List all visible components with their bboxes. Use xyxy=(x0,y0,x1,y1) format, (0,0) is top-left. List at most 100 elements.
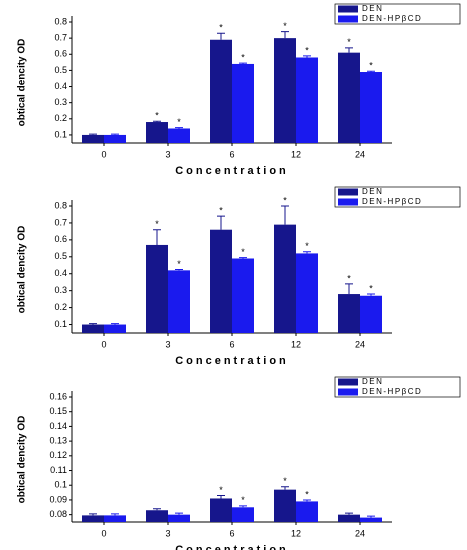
error-bar xyxy=(89,513,97,516)
bar xyxy=(168,128,190,143)
significance-label: * xyxy=(283,476,287,486)
y-tick-label: 0.14 xyxy=(49,421,67,431)
bar xyxy=(338,52,360,143)
y-tick-label: 0.1 xyxy=(54,480,67,490)
y-tick-label: 0.1 xyxy=(54,129,67,139)
error-bar xyxy=(89,323,97,325)
bar xyxy=(296,253,318,333)
error-bar xyxy=(239,257,247,259)
x-tick-label: 24 xyxy=(355,339,365,349)
error-bar xyxy=(239,62,247,64)
y-tick-label: 0.5 xyxy=(54,251,67,261)
bar xyxy=(210,229,232,333)
y-tick-label: 0.2 xyxy=(54,302,67,312)
x-axis-label: Concentration xyxy=(175,165,289,177)
y-axis-label: obtical dencity OD xyxy=(17,39,28,127)
significance-label: * xyxy=(177,117,181,127)
x-tick-label: 3 xyxy=(165,149,170,159)
bar xyxy=(274,489,296,522)
error-bar xyxy=(345,512,353,515)
bar xyxy=(296,501,318,522)
significance-label: * xyxy=(283,195,287,205)
significance-label: * xyxy=(369,61,373,71)
y-tick-label: 0.2 xyxy=(54,113,67,123)
x-tick-label: 24 xyxy=(355,149,365,159)
error-bar xyxy=(175,127,183,129)
y-tick-label: 0.6 xyxy=(54,49,67,59)
bar xyxy=(232,507,254,522)
bar xyxy=(360,517,382,522)
error-bar xyxy=(345,47,353,53)
y-tick-label: 0.6 xyxy=(54,234,67,244)
y-tick-label: 0.5 xyxy=(54,65,67,75)
error-bar xyxy=(217,215,225,230)
y-tick-label: 0.4 xyxy=(54,81,67,91)
bar xyxy=(210,498,232,522)
significance-label: * xyxy=(305,241,309,251)
legend-label: DEN xyxy=(362,377,383,386)
bar xyxy=(146,244,168,333)
bar xyxy=(210,39,232,143)
error-bar xyxy=(217,495,225,499)
error-bar xyxy=(153,508,161,511)
y-tick-label: 0.12 xyxy=(49,450,67,460)
y-tick-label: 0.13 xyxy=(49,435,67,445)
significance-label: * xyxy=(219,485,223,495)
legend-label: DEN-HPβCD xyxy=(362,387,422,396)
error-bar xyxy=(345,283,353,295)
significance-label: * xyxy=(241,247,245,257)
x-axis-label: Concentration xyxy=(175,355,289,367)
bar xyxy=(360,295,382,333)
bar xyxy=(274,224,296,333)
legend-label: DEN-HPβCD xyxy=(362,197,422,206)
error-bar xyxy=(367,70,375,73)
x-tick-label: 6 xyxy=(229,149,234,159)
error-bar xyxy=(111,323,119,325)
bar xyxy=(104,324,126,333)
significance-label: * xyxy=(241,53,245,63)
x-tick-label: 0 xyxy=(101,528,106,538)
legend-swatch xyxy=(338,198,358,206)
y-tick-label: 0.09 xyxy=(49,494,67,504)
bar xyxy=(338,294,360,333)
x-tick-label: 6 xyxy=(229,339,234,349)
significance-label: * xyxy=(283,21,287,31)
significance-label: * xyxy=(347,273,351,283)
bar xyxy=(82,324,104,333)
x-tick-label: 6 xyxy=(229,528,234,538)
legend-label: DEN xyxy=(362,187,383,196)
significance-label: * xyxy=(177,259,181,269)
error-bar xyxy=(367,515,375,518)
x-tick-label: 24 xyxy=(355,528,365,538)
y-axis-label: obtical dencity OD xyxy=(17,416,28,504)
error-bar xyxy=(111,513,119,516)
error-bar xyxy=(303,55,311,58)
y-tick-label: 0.7 xyxy=(54,217,67,227)
legend-swatch xyxy=(338,378,358,386)
y-tick-label: 0.3 xyxy=(54,97,67,107)
error-bar xyxy=(89,133,97,135)
legend-box xyxy=(334,186,461,208)
significance-label: * xyxy=(219,23,223,33)
bar xyxy=(104,134,126,143)
significance-label: * xyxy=(347,37,351,47)
y-tick-label: 0.3 xyxy=(54,285,67,295)
y-tick-label: 0.8 xyxy=(54,200,67,210)
bar xyxy=(146,122,168,143)
legend-swatch xyxy=(338,388,358,396)
error-bar xyxy=(281,486,289,490)
y-axis-label: obtical dencity OD xyxy=(17,226,28,314)
bar xyxy=(146,510,168,522)
y-tick-label: 0.08 xyxy=(49,509,67,519)
error-bar xyxy=(153,120,161,123)
legend-swatch xyxy=(338,15,358,23)
x-tick-label: 3 xyxy=(165,339,170,349)
legend-box xyxy=(334,3,461,25)
x-tick-label: 12 xyxy=(291,528,301,538)
error-bar xyxy=(239,505,247,508)
error-bar xyxy=(153,229,161,245)
bar xyxy=(360,72,382,143)
significance-label: * xyxy=(305,489,309,499)
error-bar xyxy=(217,32,225,40)
